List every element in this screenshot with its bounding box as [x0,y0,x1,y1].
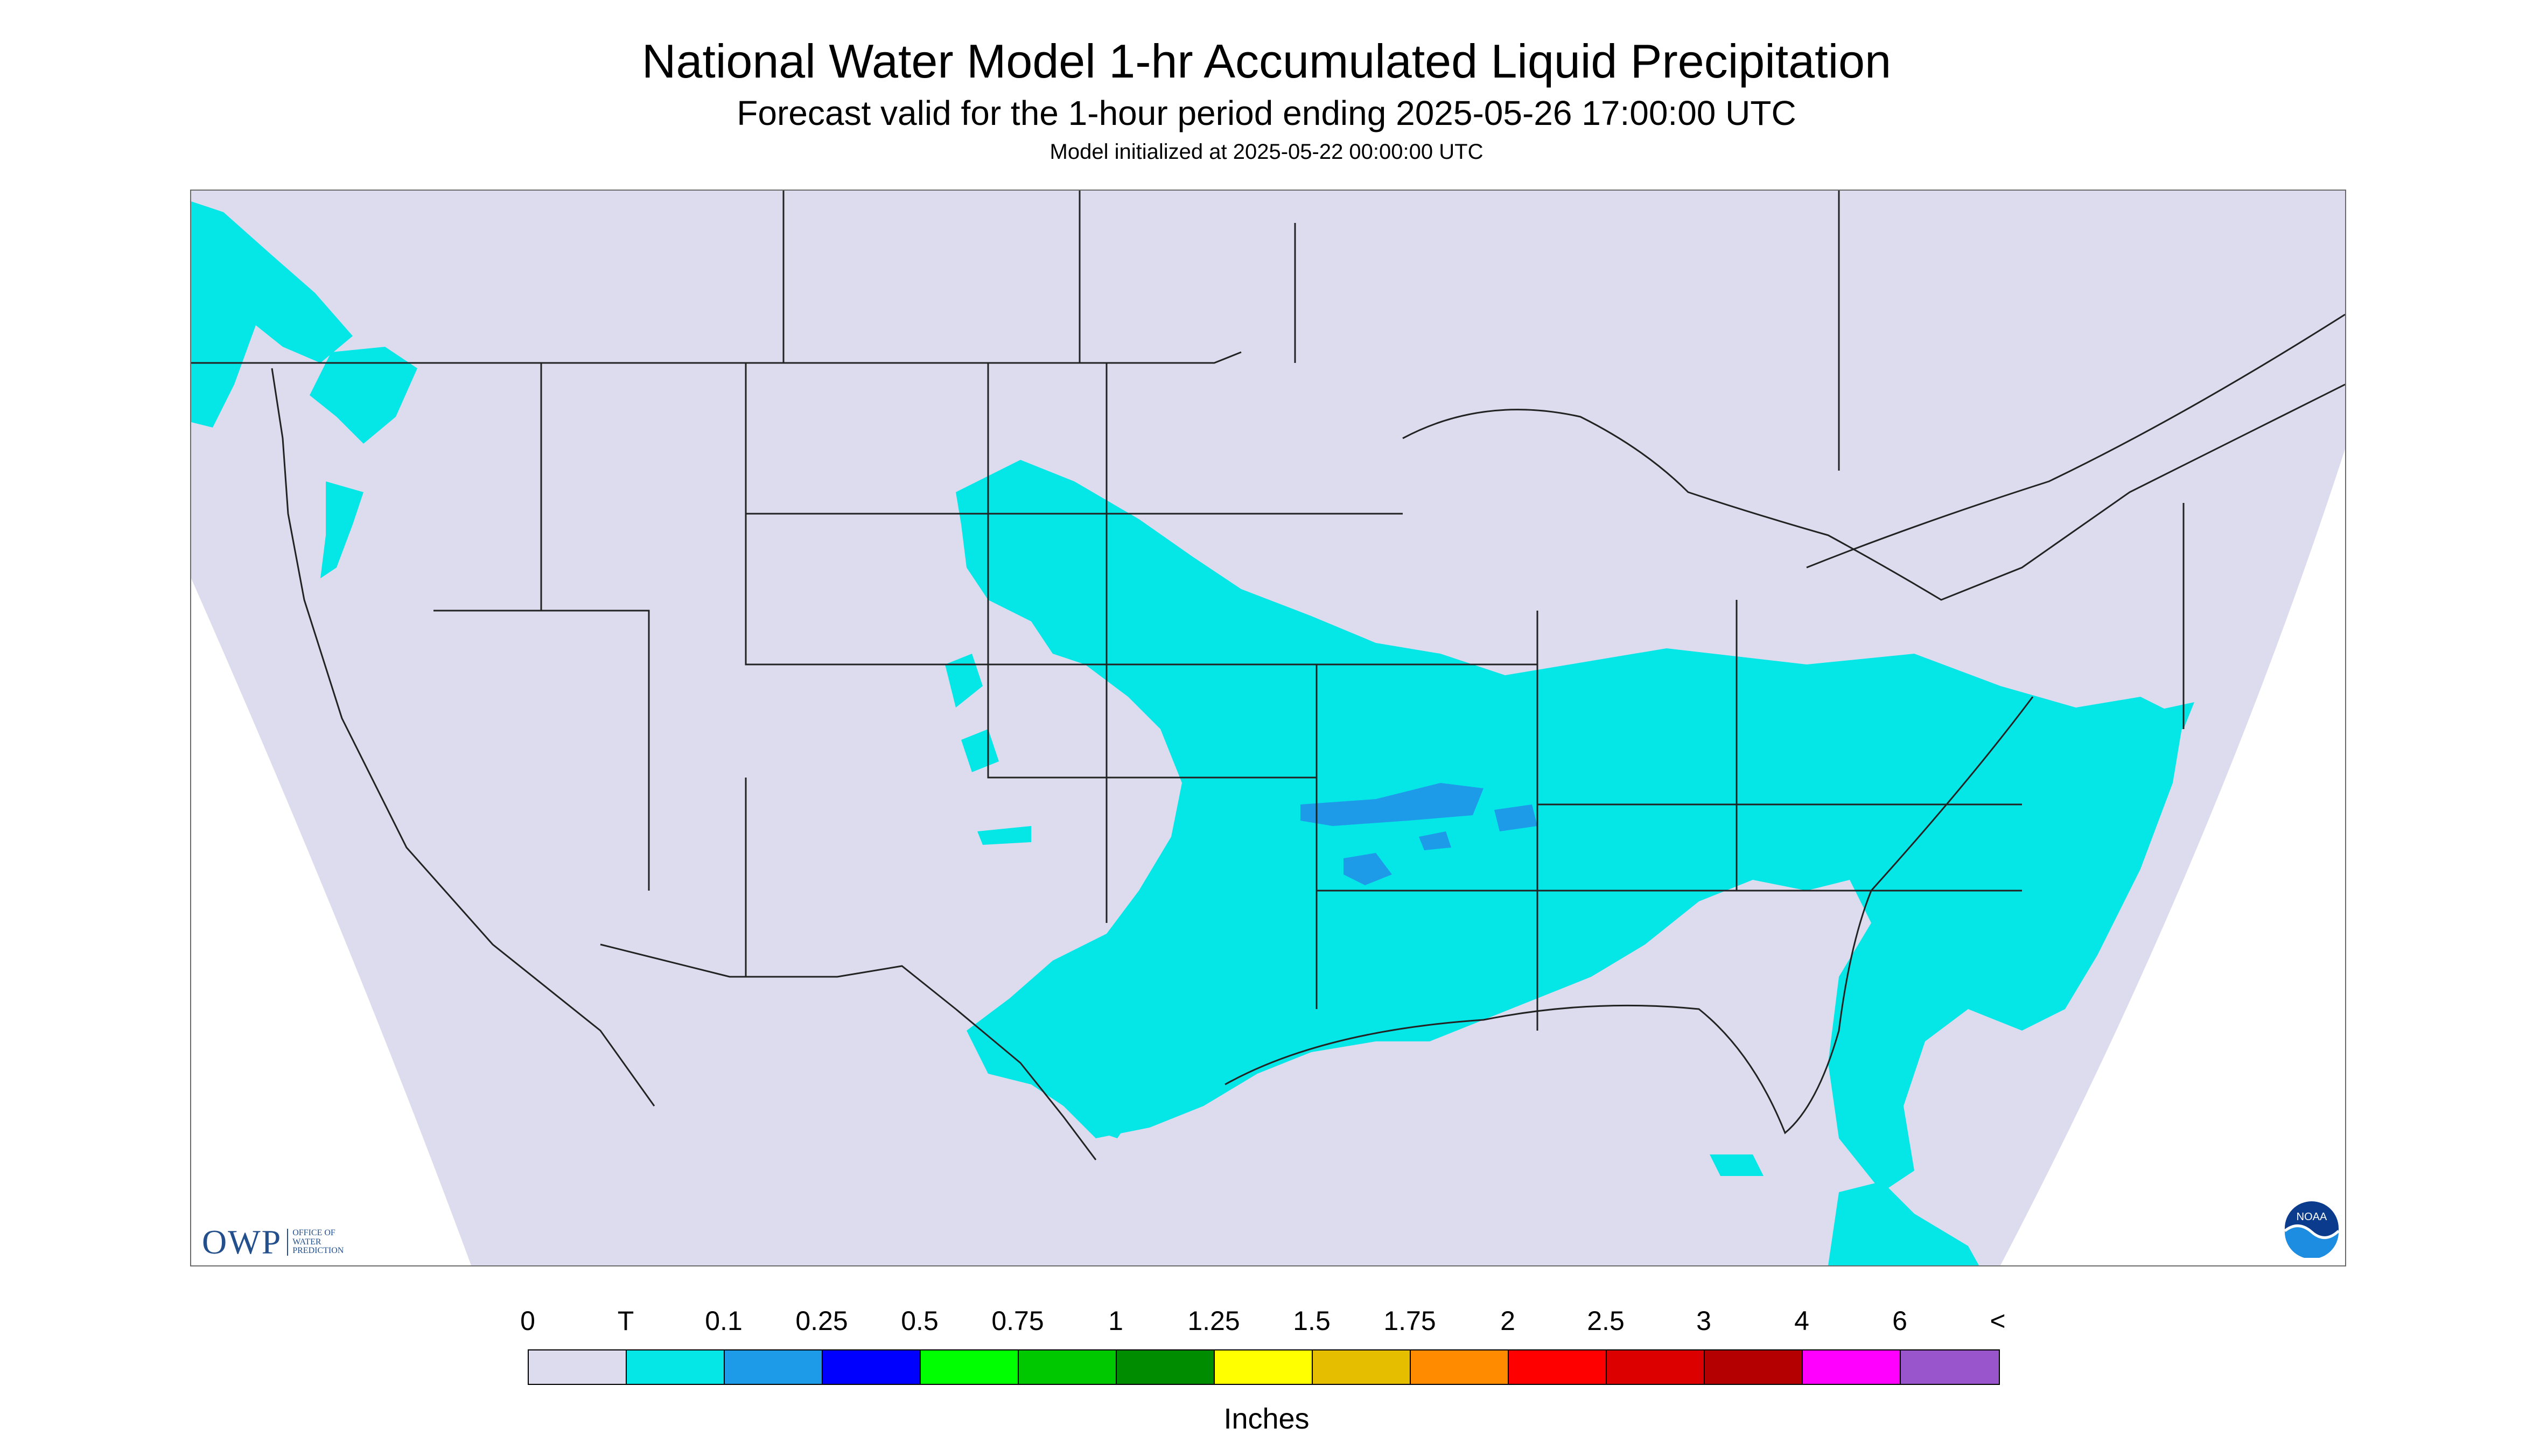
legend-swatch [1411,1350,1509,1384]
precipitation-map [190,190,2346,1266]
precip-caribbean-patch [1828,1181,1979,1265]
legend-label: 1.25 [1187,1306,1240,1336]
precip-texas-west-patch [977,826,1031,845]
state-line-5 [433,610,650,891]
gulf-coast [1224,696,2034,1135]
legend-swatch [921,1350,1019,1384]
legend-swatch [1117,1350,1215,1384]
precip-new-mexico-patch [961,729,999,772]
legend-swatch [1313,1350,1411,1384]
legend-label: 1.5 [1293,1306,1331,1336]
owp-logo: OWP OFFICE OF WATER PREDICTION [202,1222,362,1262]
model-init-time: Model initialized at 2025-05-22 00:00:00… [1049,140,1484,164]
precip-florida-gulf [1710,1154,1764,1176]
precip-central-band [956,460,2184,1192]
great-lakes-outline [1402,383,2345,601]
noaa-logo-text: NOAA [2297,1211,2327,1223]
legend-label: 2 [1500,1306,1515,1336]
boundary-lines [191,191,2345,1160]
legend-label: 1.75 [1383,1306,1436,1336]
precip-colorado-patch [945,654,983,708]
state-line-3 [987,363,1317,779]
domain-mask-east [2000,449,2345,1265]
legend-label: 0 [520,1306,535,1336]
map-subtitle: Forecast valid for the 1-hour period end… [737,94,1796,132]
legend-label: 0.75 [991,1306,1044,1336]
precip-oregon-patch [320,481,363,578]
pacific-coast [271,368,655,1107]
precip-trace-areas [191,201,2194,1265]
map-title: National Water Model 1-hr Accumulated Li… [641,34,1892,88]
precip-washington-patch [310,347,417,444]
owp-logo-text: OWP [202,1223,282,1261]
legend-swatch [1803,1350,1901,1384]
legend-labels: 0 T 0.1 0.25 0.5 0.75 1 1.25 1.5 1.75 2 2.5 3 4 6 < [0,1305,2533,1338]
legend-label: 3 [1696,1306,1711,1336]
legend-label: < [1990,1306,2006,1336]
precip-heavier-tennessee [1494,804,1537,831]
legend-label: T [617,1306,634,1336]
legend-units: Inches [1223,1403,1310,1435]
legend-swatch [529,1350,627,1384]
domain-mask-west [191,578,471,1265]
legend-label: 0.25 [795,1306,848,1336]
legend-label: 4 [1794,1306,1809,1336]
legend-swatch [823,1350,921,1384]
legend-label: 2.5 [1587,1306,1625,1336]
precip-heavier-ozarks [1300,783,1484,826]
legend-colorbar [528,1349,2000,1385]
legend-swatch [1901,1350,1999,1384]
legend-label: 0.1 [705,1306,743,1336]
legend-swatch [1215,1350,1313,1384]
legend-label: 1 [1108,1306,1123,1336]
legend-swatch [1607,1350,1705,1384]
state-line-2 [745,363,1015,666]
legend-swatch [1509,1350,1607,1384]
precip-atlantic-east [2119,702,2194,734]
precip-heavier-areas [1300,783,1537,885]
canada-us-border [191,351,1242,364]
owp-logo-subtext: OFFICE OF WATER PREDICTION [287,1228,362,1256]
st-lawrence-border [1806,313,2345,569]
legend-swatch [627,1350,725,1384]
noaa-logo: NOAA [2282,1199,2341,1261]
precip-pacific-northwest [191,201,353,428]
mexico-us-border [600,943,1097,1160]
legend-swatch [1705,1350,1803,1384]
precip-heavier-oklahoma [1344,853,1392,885]
legend-label: 0.5 [901,1306,939,1336]
legend-swatch [1019,1350,1117,1384]
legend-swatch [725,1350,823,1384]
precip-mexico-patch [1063,1052,1139,1138]
legend-label: 6 [1892,1306,1907,1336]
precip-heavier-missouri [1419,831,1451,850]
